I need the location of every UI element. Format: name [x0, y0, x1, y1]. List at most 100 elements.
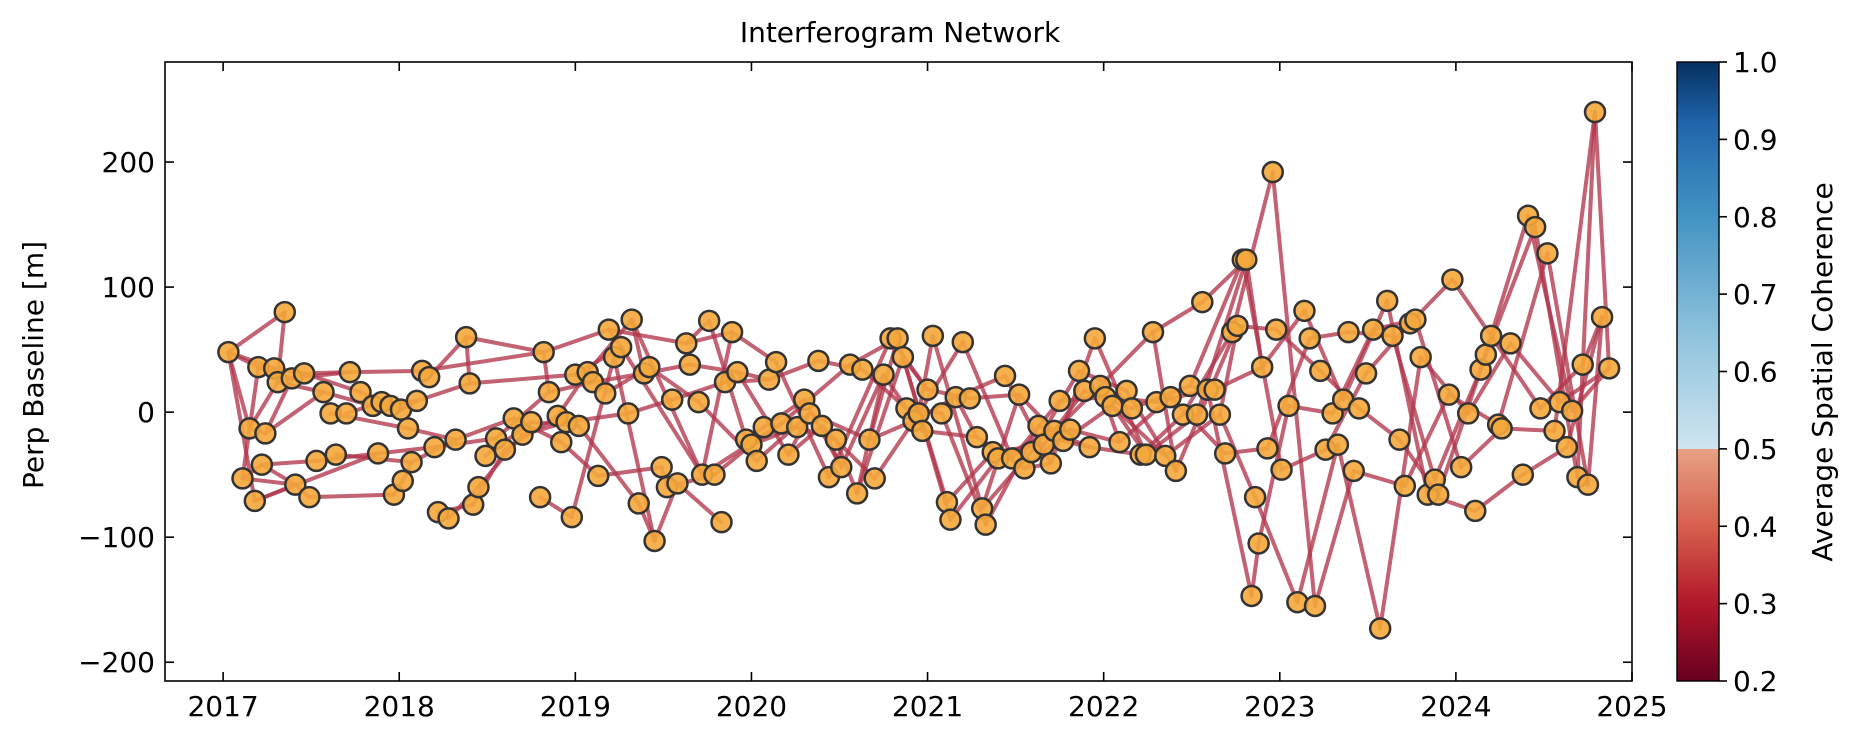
- node-182: [1326, 433, 1350, 456]
- node-184: [1337, 320, 1360, 344]
- node-100: [845, 482, 869, 505]
- colorbar-ticks: 0.2 0.3 0.4 0.5 0.6 0.7 0.8 0.9 1.0: [1719, 46, 1778, 698]
- node-47: [528, 485, 552, 509]
- edge-43: [464, 335, 546, 355]
- node-174: [1277, 394, 1300, 418]
- node-41: [474, 444, 497, 468]
- node-14: [305, 449, 328, 473]
- node-102: [858, 428, 881, 451]
- node-1: [231, 467, 254, 490]
- node-156: [1185, 403, 1209, 426]
- node-149: [1141, 320, 1165, 344]
- node-40: [467, 475, 490, 499]
- edge-3: [226, 350, 252, 431]
- node-166: [1240, 584, 1263, 608]
- node-127: [1007, 383, 1031, 406]
- node-202: [1449, 455, 1473, 479]
- node-6: [254, 422, 277, 445]
- x-tick-label: 2018: [364, 690, 435, 723]
- node-215: [1536, 242, 1559, 265]
- node-77: [697, 309, 721, 333]
- edge-175: [1270, 170, 1318, 608]
- edge-26: [347, 368, 425, 375]
- edge-171: [1253, 495, 1300, 605]
- colorbar: [1676, 61, 1720, 682]
- edge-146: [1098, 330, 1155, 388]
- node-103: [863, 467, 886, 490]
- x-tick-label: 2022: [1068, 690, 1139, 723]
- node-63: [616, 402, 640, 425]
- node-179: [1309, 359, 1332, 383]
- node-19: [338, 360, 362, 384]
- node-188: [1361, 318, 1385, 341]
- edge-212: [1496, 251, 1550, 427]
- y-axis-label: Perp Baseline [m]: [17, 241, 50, 489]
- edge-179: [1295, 442, 1340, 605]
- edge-62: [585, 317, 634, 375]
- node-159: [1203, 378, 1226, 401]
- edge-165: [1217, 412, 1258, 500]
- node-3: [243, 489, 267, 513]
- edge-44: [467, 372, 578, 386]
- y-axis-ticks: −200 −100 0 100 200: [78, 146, 1632, 679]
- node-177: [1298, 327, 1321, 350]
- node-58: [586, 464, 610, 488]
- node-29: [400, 450, 423, 474]
- edge-226: [1585, 315, 1605, 487]
- node-167: [1243, 485, 1267, 509]
- node-200: [1437, 383, 1461, 406]
- node-132: [1039, 452, 1063, 475]
- node-107: [891, 345, 915, 369]
- node-5: [250, 453, 274, 476]
- node-119: [958, 387, 982, 410]
- x-tick-label: 2024: [1420, 690, 1491, 723]
- edge-159: [1180, 330, 1235, 417]
- node-62: [609, 335, 633, 359]
- node-209: [1490, 417, 1513, 440]
- node-168: [1247, 532, 1270, 555]
- node-85: [745, 449, 768, 473]
- node-78: [703, 463, 726, 486]
- node-94: [807, 349, 830, 373]
- node-15: [312, 380, 335, 404]
- node-32: [417, 365, 441, 389]
- edge-118: [930, 333, 985, 511]
- node-204: [1464, 499, 1487, 523]
- edge-205: [1450, 277, 1494, 338]
- edge-211: [1489, 333, 1543, 411]
- edge-222: [1564, 315, 1605, 450]
- node-53: [560, 505, 584, 529]
- edge-195: [1390, 333, 1437, 482]
- node-189: [1368, 617, 1392, 640]
- node-195: [1404, 308, 1427, 331]
- edge-160: [1187, 257, 1245, 388]
- node-223: [1583, 100, 1607, 124]
- node-122: [974, 513, 997, 536]
- edge-37: [420, 350, 546, 373]
- node-13: [298, 485, 321, 509]
- edge-120: [944, 450, 995, 505]
- node-113: [921, 324, 945, 348]
- node-185: [1342, 459, 1365, 483]
- node-186: [1347, 397, 1371, 420]
- node-165: [1235, 248, 1258, 271]
- colorbar-tick-label: 0.3: [1733, 588, 1778, 621]
- node-46: [520, 410, 543, 434]
- colorbar-tick-label: 1.0: [1733, 46, 1778, 79]
- colorbar-tick-label: 0.9: [1733, 123, 1778, 156]
- node-49: [537, 380, 561, 404]
- edge-259: [1244, 257, 1265, 370]
- node-0: [217, 340, 240, 364]
- node-112: [916, 378, 939, 401]
- node-199: [1427, 483, 1450, 506]
- colorbar-label: Average Spatial Coherence: [1806, 182, 1839, 561]
- node-90: [777, 443, 800, 466]
- node-170: [1256, 437, 1279, 460]
- node-104: [872, 363, 895, 386]
- node-125: [993, 364, 1017, 388]
- node-43: [493, 438, 517, 461]
- colorbar-tick-label: 0.6: [1733, 356, 1778, 389]
- edge-67: [612, 355, 657, 543]
- node-187: [1354, 362, 1378, 385]
